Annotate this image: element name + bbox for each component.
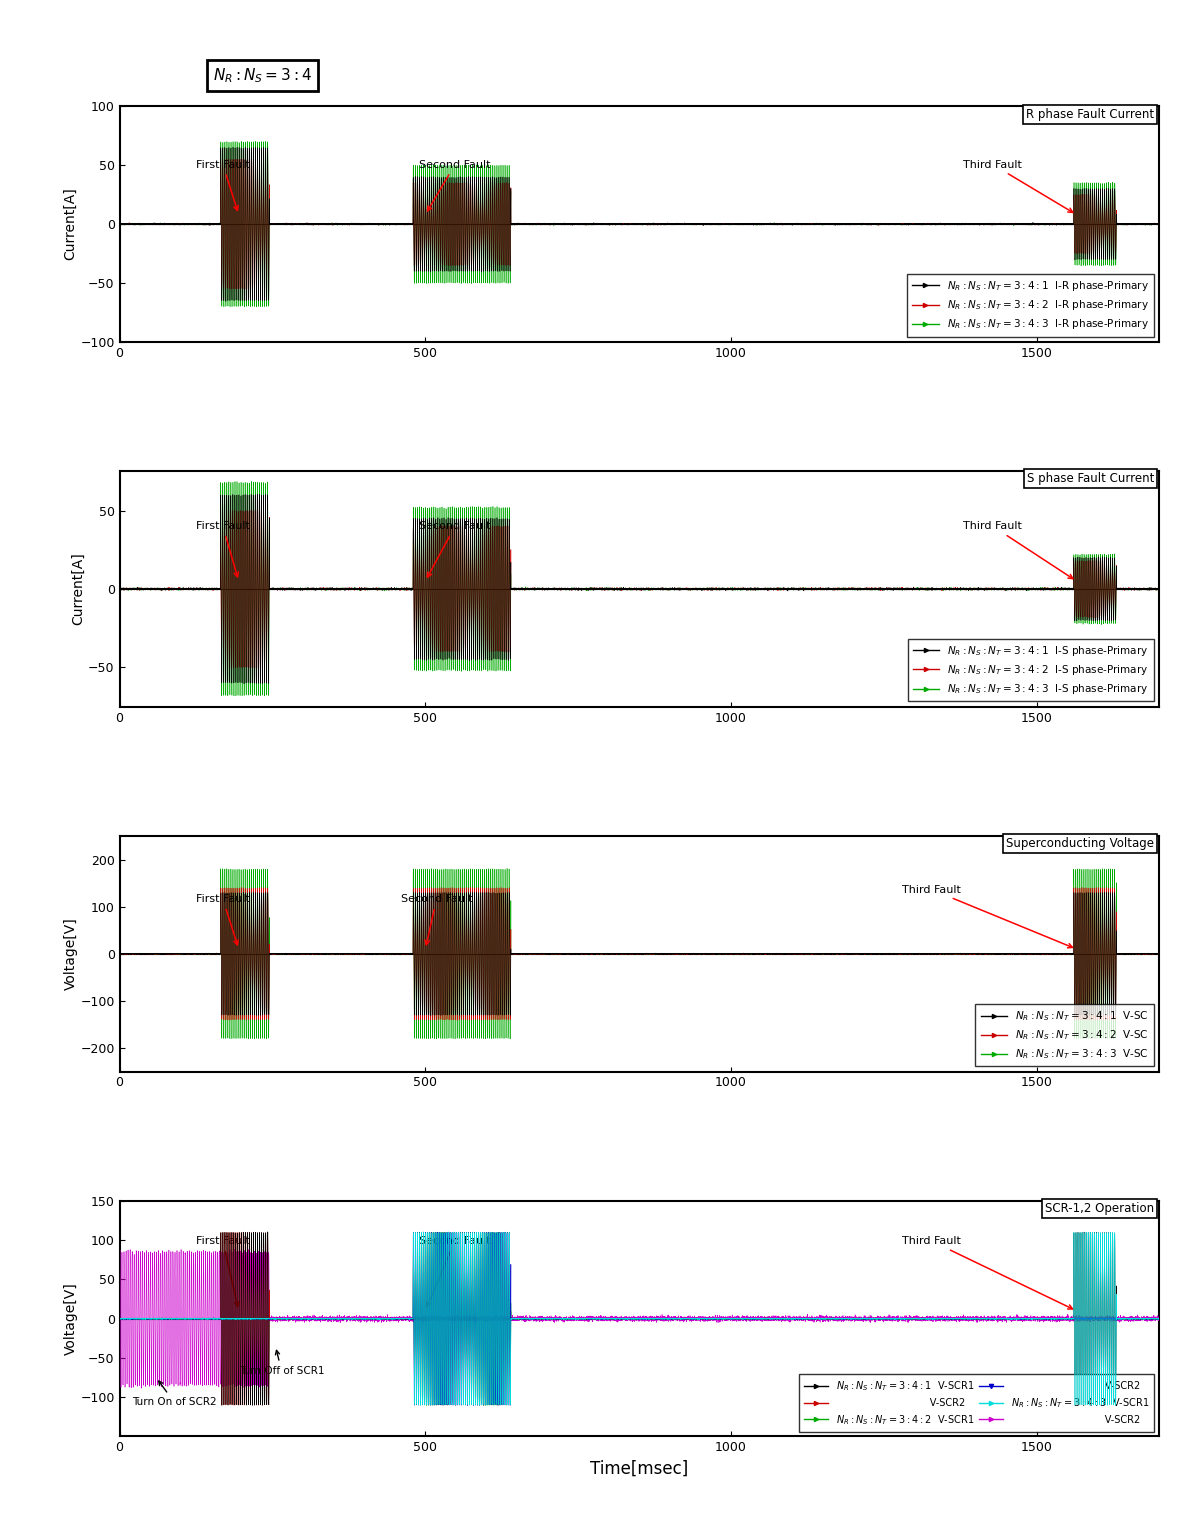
- Y-axis label: Voltage[V]: Voltage[V]: [63, 1283, 78, 1354]
- Y-axis label: Current[A]: Current[A]: [63, 188, 78, 260]
- Legend: $N_R:N_S:N_T=3:4:1$  V-SCR1,                               V-SCR2, $N_R:N_S:N_T=: $N_R:N_S:N_T=3:4:1$ V-SCR1, V-SCR2, $N_R…: [798, 1374, 1154, 1432]
- Text: SCR-1,2 Operation: SCR-1,2 Operation: [1044, 1202, 1154, 1214]
- V-SCR1 3:4:1: [1054, 1309, 1068, 1327]
- Text: Third Fault: Third Fault: [902, 1236, 1073, 1309]
- Text: Second Fault: Second Fault: [419, 1236, 491, 1307]
- V-SCR1 3:4:1: [477, 1397, 491, 1415]
- Y-axis label: Current[A]: Current[A]: [72, 553, 85, 625]
- Text: $N_R:N_S=3:4$: $N_R:N_S=3:4$: [213, 67, 312, 85]
- V-SCR1 3:4:1: [523, 1310, 538, 1328]
- Text: First Fault: First Fault: [196, 894, 250, 945]
- Text: First Fault: First Fault: [196, 160, 250, 210]
- Text: First Fault: First Fault: [196, 1236, 250, 1307]
- V-SCR1 3:4:1: [234, 1342, 249, 1360]
- Text: S phase Fault Current: S phase Fault Current: [1027, 473, 1154, 485]
- Text: Second Fault: Second Fault: [419, 521, 491, 578]
- Text: Turn Off of SCR1: Turn Off of SCR1: [239, 1350, 324, 1376]
- Text: R phase Fault Current: R phase Fault Current: [1025, 108, 1154, 120]
- Text: Second Fault: Second Fault: [419, 160, 491, 211]
- Text: Third Fault: Third Fault: [902, 885, 1072, 948]
- Line: V-SCR1 3:4:1: V-SCR1 3:4:1: [120, 1231, 1159, 1406]
- Text: Third Fault: Third Fault: [963, 521, 1073, 579]
- Y-axis label: Voltage[V]: Voltage[V]: [63, 918, 78, 990]
- Text: Second Fault: Second Fault: [400, 894, 472, 945]
- V-SCR1 3:4:1: [795, 1310, 809, 1328]
- V-SCR1 3:4:1: [261, 1222, 275, 1240]
- Text: Superconducting Voltage: Superconducting Voltage: [1006, 838, 1154, 850]
- Legend: $N_R:N_S:N_T=3:4:1$  I-R phase-Primary, $N_R:N_S:N_T=3:4:2$  I-R phase-Primary, : $N_R:N_S:N_T=3:4:1$ I-R phase-Primary, $…: [907, 274, 1154, 336]
- Legend: $N_R:N_S:N_T=3:4:1$  I-S phase-Primary, $N_R:N_S:N_T=3:4:2$  I-S phase-Primary, : $N_R:N_S:N_T=3:4:1$ I-S phase-Primary, $…: [908, 638, 1154, 701]
- V-SCR1 3:4:1: [813, 1309, 827, 1327]
- Text: First Fault: First Fault: [196, 521, 250, 576]
- Legend: $N_R:N_S:N_T=3:4:1$  V-SC, $N_R:N_S:N_T=3:4:2$  V-SC, $N_R:N_S:N_T=3:4:3$  V-SC: $N_R:N_S:N_T=3:4:1$ V-SC, $N_R:N_S:N_T=3…: [975, 1005, 1154, 1067]
- X-axis label: Time[msec]: Time[msec]: [590, 1459, 688, 1477]
- V-SCR1 3:4:1: [923, 1310, 937, 1328]
- Text: Turn On of SCR2: Turn On of SCR2: [131, 1382, 216, 1408]
- V-SCR1 3:4:1: [1152, 1310, 1166, 1328]
- Text: Third Fault: Third Fault: [963, 160, 1073, 213]
- V-SCR1 3:4:1: [112, 1309, 127, 1327]
